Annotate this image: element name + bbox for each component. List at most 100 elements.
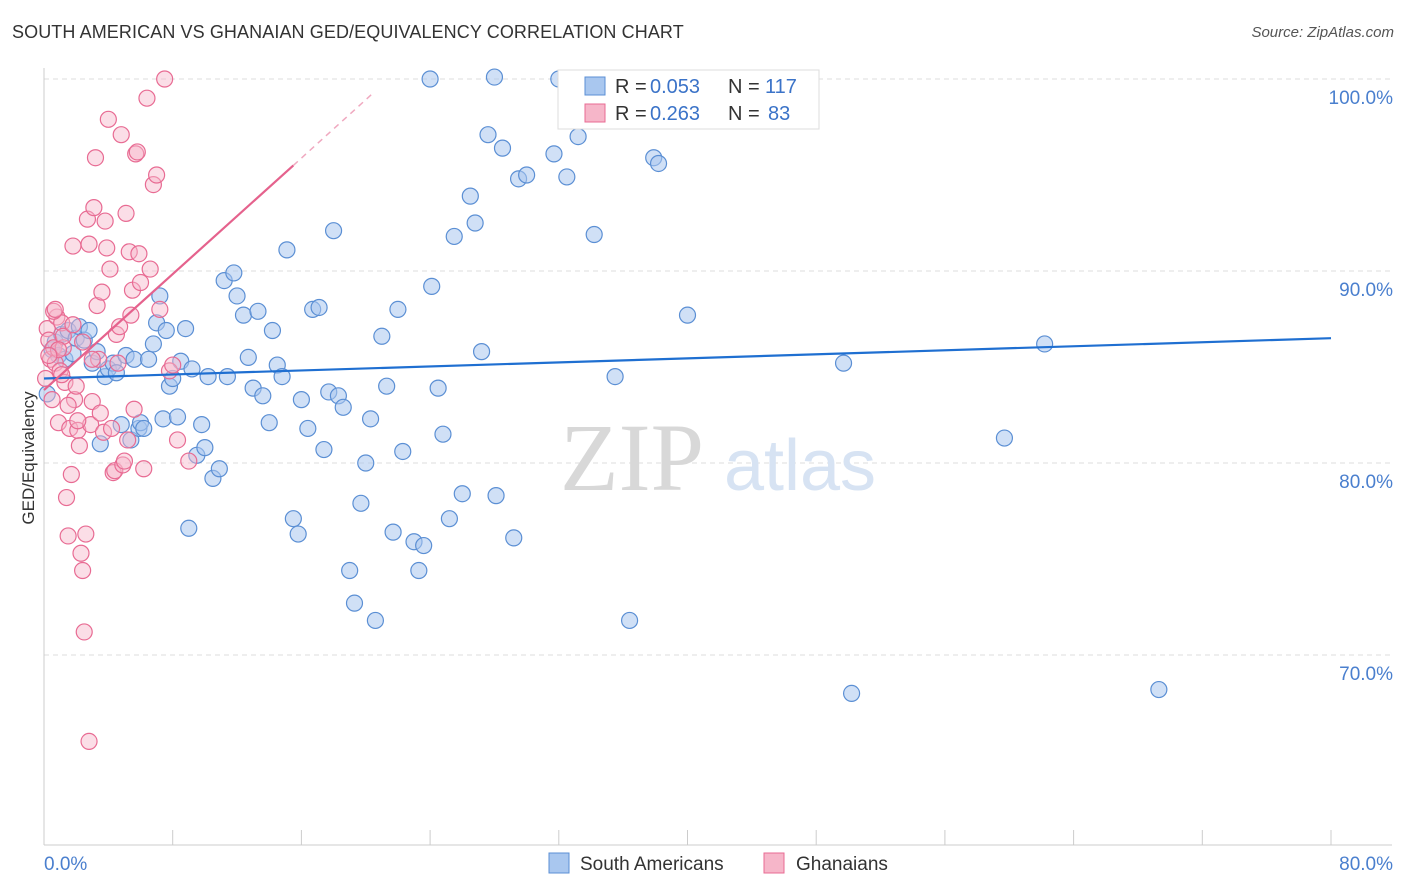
south-americans-point — [260, 414, 278, 432]
ghanaians-point — [77, 525, 95, 543]
south-americans-point — [558, 168, 576, 186]
south-americans-point — [493, 139, 512, 157]
legend-blue-n-label: N = — [728, 76, 760, 98]
south-americans-point — [239, 348, 257, 366]
legend-blue-r-value: 0.053 — [650, 76, 700, 98]
legend-pink-n-label: N = — [728, 103, 760, 125]
chart-title: SOUTH AMERICAN VS GHANAIAN GED/EQUIVALEN… — [12, 22, 684, 42]
watermark-zip: ZIP — [560, 404, 704, 511]
ghanaians-point — [70, 437, 88, 455]
ghanaians-point — [94, 423, 113, 441]
ghanaians-point — [54, 327, 72, 345]
ghanaians-point — [180, 452, 198, 470]
ghanaians-point — [65, 391, 84, 409]
ghanaians-point — [74, 561, 92, 580]
south-americans-point — [361, 410, 380, 428]
south-americans-point — [466, 214, 484, 232]
south-americans-point — [180, 519, 198, 537]
x-tick-label: 0.0% — [44, 854, 87, 875]
y-tick-label: 70.0% — [1339, 664, 1393, 685]
source-label: Source: ZipAtlas.com — [1251, 24, 1394, 41]
south-americans-point — [299, 419, 317, 438]
south-americans-point — [218, 368, 236, 386]
south-americans-point — [249, 302, 267, 320]
south-americans-point — [341, 561, 359, 580]
watermark: ZIP atlas — [560, 404, 876, 511]
south-americans-point — [176, 320, 195, 338]
legend-ghanaians-label: Ghanaians — [796, 854, 888, 875]
south-americans-point — [410, 561, 428, 580]
ghanaians-point — [138, 89, 156, 107]
ghanaians-point — [82, 416, 100, 434]
ghanaians-point — [99, 110, 117, 128]
south-americans-point — [289, 525, 307, 543]
south-americans-point — [315, 440, 333, 459]
ghanaians-point — [131, 273, 150, 292]
ghanaians-point — [40, 346, 58, 365]
south-americans-point — [254, 387, 272, 405]
south-americans-point — [210, 460, 228, 478]
south-americans-point — [434, 425, 452, 443]
south-americans-point — [199, 368, 217, 386]
ghanaians-point — [141, 260, 159, 278]
south-americans-point — [472, 343, 491, 361]
south-americans-point — [151, 287, 169, 305]
ghanaians-point — [46, 300, 64, 318]
south-americans-point — [394, 442, 412, 461]
legend-blue-r-label: R = — [615, 76, 647, 98]
legend-south-americans-swatch — [548, 852, 570, 874]
south-americans-point — [324, 222, 343, 240]
ghanaians-point — [112, 126, 130, 144]
legend-stats: R = 0.053 N = 117 R = 0.263 N = 83 — [557, 69, 820, 130]
ghanaians-point — [74, 333, 92, 351]
south-americans-point — [157, 321, 175, 340]
south-americans-point — [273, 368, 291, 386]
south-americans-point — [154, 410, 172, 428]
ghanaians-point — [168, 431, 187, 449]
watermark-atlas: atlas — [724, 426, 876, 506]
south-americans-point — [112, 416, 130, 434]
ghanaians-point — [102, 419, 121, 438]
ghanaians-point — [109, 354, 127, 372]
ghanaians-point — [88, 296, 106, 315]
ghanaians-point — [67, 377, 85, 395]
ghanaians-point — [59, 396, 77, 414]
south-americans-point — [569, 128, 587, 146]
ghanaians-point — [98, 239, 116, 257]
south-americans-point — [234, 306, 253, 324]
south-americans-point — [485, 68, 504, 86]
ghanaians-point — [128, 143, 146, 161]
ghanaians-trend-extension — [292, 91, 375, 166]
ghanaians-point — [80, 732, 98, 751]
south-americans-point — [415, 536, 433, 555]
ghanaians-point — [96, 212, 114, 230]
south-americans-point — [423, 277, 441, 295]
ghanaians-point — [69, 412, 87, 430]
south-americans-point — [620, 611, 639, 630]
south-americans-point — [429, 379, 447, 397]
ghanaians-point — [111, 318, 129, 336]
ghanaians-point — [125, 400, 143, 418]
south-americans-point — [421, 70, 439, 88]
south-americans-point — [310, 298, 328, 317]
ghanaians-point — [117, 204, 135, 222]
ghanaians-point — [148, 166, 166, 184]
south-americans-point — [263, 321, 282, 340]
ghanaians-point — [43, 391, 61, 409]
ghanaians-point — [75, 623, 93, 641]
ghanaians-point — [122, 306, 140, 324]
south-americans-point — [440, 510, 459, 528]
south-americans-point — [352, 494, 370, 512]
ghanaians-point — [93, 283, 111, 301]
legend-pink-n-value: 83 — [768, 103, 790, 125]
ghanaians-point — [90, 350, 108, 368]
ghanaians-point — [115, 452, 134, 470]
south-americans-point — [505, 529, 523, 547]
south-americans-point — [842, 684, 861, 703]
y-tick-label: 90.0% — [1339, 280, 1393, 301]
south-americans-point — [139, 350, 158, 368]
south-americans-point — [357, 454, 375, 472]
south-americans-point — [378, 377, 396, 395]
legend-pink-swatch — [584, 103, 606, 123]
